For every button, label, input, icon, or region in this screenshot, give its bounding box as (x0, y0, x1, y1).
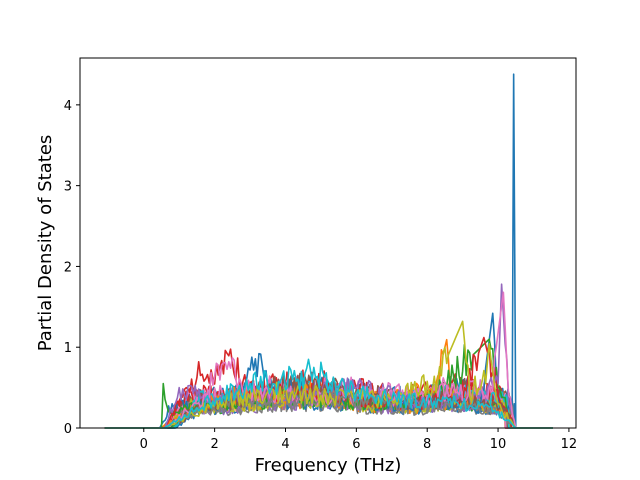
y-axis-label: Partial Density of States (35, 135, 56, 352)
y-tick-label: 0 (64, 422, 72, 437)
x-tick-label: 10 (490, 437, 507, 452)
series-layer (104, 73, 553, 429)
y-tick-label: 1 (64, 341, 72, 356)
pdos-curve (104, 358, 553, 429)
x-tick-label: 8 (423, 437, 431, 452)
x-tick-label: 2 (210, 437, 218, 452)
x-ticks: 0 2 4 6 8 10 12 (140, 428, 578, 452)
y-tick-label: 2 (64, 260, 72, 275)
plot-background (80, 58, 576, 428)
pdos-curve (104, 291, 553, 429)
x-tick-label: 0 (140, 437, 148, 452)
pdos-curve (104, 320, 553, 429)
x-tick-label: 6 (352, 437, 360, 452)
x-tick-label: 12 (561, 437, 578, 452)
y-tick-label: 4 (64, 99, 72, 114)
pdos-curve (104, 336, 553, 429)
x-axis-label: Frequency (THz) (255, 455, 402, 476)
y-ticks: 0 1 2 3 4 (64, 99, 80, 437)
x-tick-label: 4 (281, 437, 289, 452)
plot-frame (79, 57, 577, 429)
y-tick-label: 3 (64, 180, 72, 195)
